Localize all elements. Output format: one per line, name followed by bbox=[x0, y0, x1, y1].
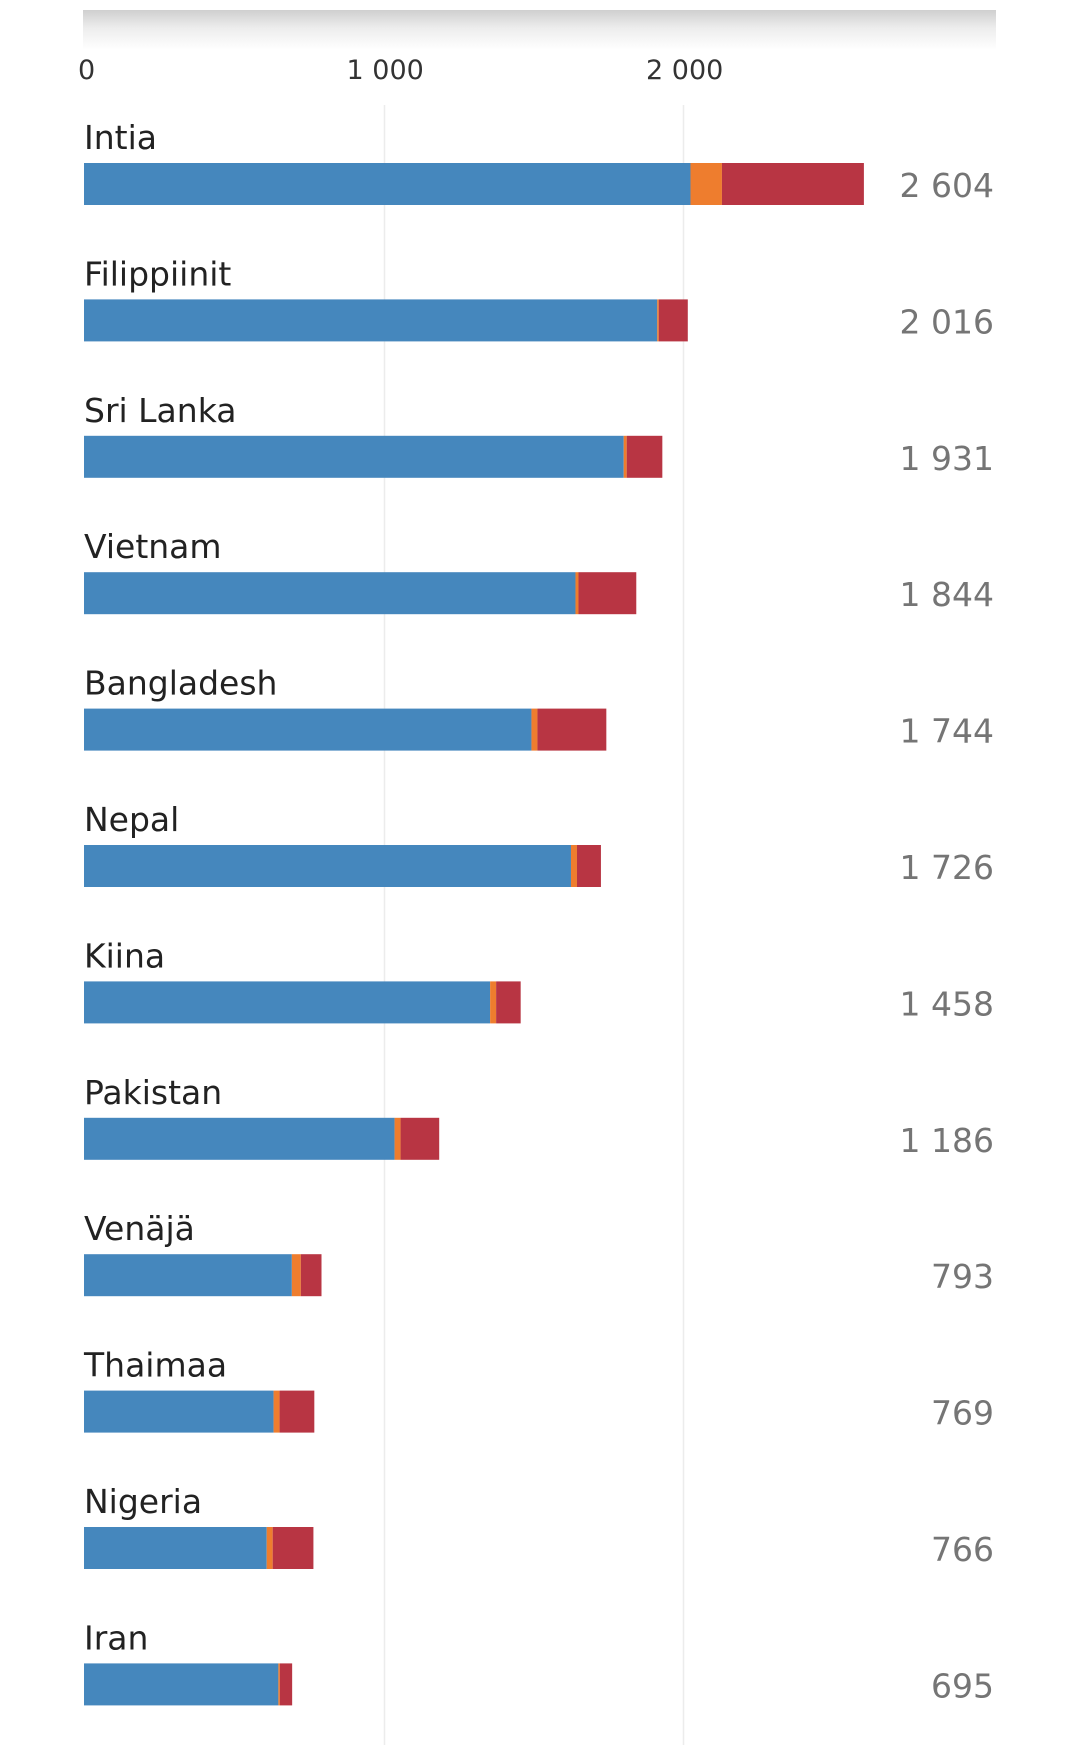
x-axis-ticks: 0 1 000 2 000 bbox=[78, 55, 723, 86]
bar-segment-0 bbox=[84, 299, 658, 342]
bar-row: Filippiinit 2 016 bbox=[84, 254, 994, 342]
bar-segment-1 bbox=[657, 299, 659, 342]
total-value-label: 769 bbox=[931, 1394, 994, 1433]
bar-segment-2 bbox=[658, 299, 688, 342]
bar-segment-1 bbox=[278, 1663, 280, 1706]
category-label: Kiina bbox=[84, 936, 165, 975]
bar-segment-1 bbox=[531, 708, 538, 751]
category-label: Intia bbox=[84, 118, 157, 157]
bar-segment-2 bbox=[626, 435, 663, 478]
category-label: Nigeria bbox=[84, 1482, 202, 1521]
bar-segment-1 bbox=[623, 435, 627, 478]
bar-segment-1 bbox=[575, 572, 579, 615]
bar-segment-2 bbox=[537, 708, 607, 751]
bar-row: Sri Lanka 1 931 bbox=[84, 391, 994, 478]
bar-row: Thaimaa 769 bbox=[83, 1346, 994, 1433]
bar-row: Nigeria 766 bbox=[84, 1482, 994, 1569]
bar-segment-2 bbox=[300, 1254, 322, 1297]
category-label: Sri Lanka bbox=[84, 391, 236, 430]
x-tick-label: 0 bbox=[78, 55, 95, 86]
category-label: Bangladesh bbox=[84, 664, 277, 703]
bar-row: Bangladesh 1 744 bbox=[84, 664, 994, 751]
category-label: Iran bbox=[84, 1618, 148, 1657]
category-label: Filippiinit bbox=[84, 254, 231, 293]
bar-segment-0 bbox=[84, 981, 491, 1024]
total-value-label: 1 931 bbox=[900, 439, 994, 478]
bar-segment-2 bbox=[400, 1117, 440, 1160]
total-value-label: 695 bbox=[931, 1666, 994, 1705]
total-value-label: 2 016 bbox=[900, 302, 994, 341]
bar-segment-0 bbox=[84, 1527, 267, 1569]
bar-segment-1 bbox=[291, 1254, 301, 1297]
total-value-label: 1 186 bbox=[900, 1121, 994, 1160]
gridlines bbox=[383, 105, 685, 1745]
bar-segment-1 bbox=[570, 845, 577, 887]
top-scroll-shadow bbox=[83, 10, 996, 50]
bar-segment-2 bbox=[578, 572, 637, 615]
category-label: Thaimaa bbox=[83, 1346, 227, 1385]
bar-segment-1 bbox=[394, 1117, 401, 1160]
bar-segment-1 bbox=[490, 981, 497, 1024]
bar-row: Intia 2 604 bbox=[84, 118, 994, 205]
bar-segment-1 bbox=[273, 1390, 280, 1433]
bar-segment-0 bbox=[84, 845, 571, 887]
category-label: Pakistan bbox=[84, 1073, 222, 1112]
bar-segment-0 bbox=[84, 163, 691, 205]
bar-segment-0 bbox=[84, 1663, 279, 1706]
bar-segment-0 bbox=[84, 572, 576, 615]
bar-segment-1 bbox=[690, 163, 722, 205]
bar-row: Iran 695 bbox=[84, 1618, 994, 1706]
bar-segment-0 bbox=[84, 1117, 395, 1160]
bar-segment-2 bbox=[721, 163, 864, 205]
bar-segment-2 bbox=[272, 1527, 314, 1569]
bar-segment-2 bbox=[576, 845, 601, 887]
total-value-label: 793 bbox=[931, 1257, 994, 1296]
bar-segment-0 bbox=[84, 1390, 274, 1433]
bar-segment-0 bbox=[84, 708, 532, 751]
bar-segment-0 bbox=[84, 435, 624, 478]
category-label: Vietnam bbox=[84, 527, 222, 566]
x-tick-label: 1 000 bbox=[347, 55, 424, 86]
bar-segment-2 bbox=[279, 1390, 315, 1433]
total-value-label: 1 744 bbox=[900, 712, 994, 751]
category-label: Venäjä bbox=[84, 1209, 195, 1248]
bar-row: Kiina 1 458 bbox=[84, 936, 994, 1024]
total-value-label: 766 bbox=[931, 1530, 994, 1569]
bar-segment-2 bbox=[496, 981, 521, 1024]
total-value-label: 1 726 bbox=[900, 848, 994, 887]
total-value-label: 2 604 bbox=[900, 166, 994, 205]
bar-row: Vietnam 1 844 bbox=[84, 527, 994, 615]
bar-row: Nepal 1 726 bbox=[84, 800, 994, 887]
total-value-label: 1 458 bbox=[900, 984, 994, 1023]
bar-rows: Intia 2 604 Filippiinit 2 016 Sri Lanka 1 931… bbox=[83, 118, 994, 1706]
bar-segment-2 bbox=[279, 1663, 293, 1706]
bar-segment-0 bbox=[84, 1254, 292, 1297]
total-value-label: 1 844 bbox=[900, 575, 994, 614]
bar-segment-1 bbox=[266, 1527, 273, 1569]
bar-row: Venäjä 793 bbox=[84, 1209, 994, 1297]
category-label: Nepal bbox=[84, 800, 179, 839]
bar-row: Pakistan 1 186 bbox=[84, 1073, 994, 1160]
x-tick-label: 2 000 bbox=[646, 55, 723, 86]
